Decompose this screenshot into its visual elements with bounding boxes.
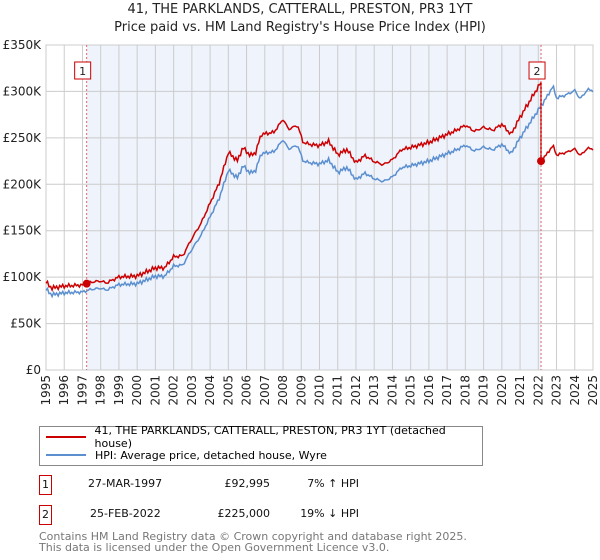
x-tick-label: 2021 — [513, 375, 527, 406]
footer-copyright: Contains HM Land Registry data © Crown c… — [39, 530, 467, 543]
y-tick-label: £250K — [3, 131, 43, 145]
x-tick-label: 2009 — [294, 375, 308, 406]
footer: Contains HM Land Registry data © Crown c… — [39, 531, 467, 553]
x-tick-label: 1996 — [57, 375, 71, 406]
y-tick-label: £300K — [3, 84, 43, 98]
sale-row-1: 1 27-MAR-1997 £92,995 7% ↑ HPI — [39, 475, 419, 495]
x-tick-label: 2008 — [276, 375, 290, 406]
legend-item-property: 41, THE PARKLANDS, CATTERALL, PRESTON, P… — [40, 424, 482, 450]
property-line — [45, 81, 594, 293]
sale-date: 27-MAR-1997 — [88, 477, 163, 490]
sale-badge-1: 1 — [39, 475, 52, 495]
x-tick-label: 2011 — [331, 375, 345, 406]
x-tick-label: 2003 — [185, 375, 199, 406]
x-tick-label: 1997 — [75, 375, 89, 406]
sale-hpi-diff: 7% ↑ HPI — [307, 477, 359, 490]
x-tick-label: 2019 — [477, 375, 491, 406]
x-tick-label: 2018 — [458, 375, 472, 406]
x-tick-label: 2007 — [258, 375, 272, 406]
legend: 41, THE PARKLANDS, CATTERALL, PRESTON, P… — [39, 424, 483, 466]
x-tick-label: 2012 — [349, 375, 363, 406]
sale-price: £225,000 — [217, 507, 271, 520]
sale-label-box — [528, 61, 546, 80]
x-tick-label: 2017 — [440, 375, 454, 406]
x-tick-label: 2016 — [422, 375, 436, 406]
x-tick-label: 1995 — [39, 375, 53, 406]
chart-subtitle: Price paid vs. HM Land Registry's House … — [114, 20, 486, 35]
x-tick-label: 2001 — [148, 375, 162, 406]
legend-label-property: 41, THE PARKLANDS, CATTERALL, PRESTON, P… — [94, 424, 446, 450]
x-tick-label: 2010 — [313, 375, 327, 406]
sale-label: 2 — [534, 65, 541, 78]
sale-row-2: 2 25-FEB-2022 £225,000 19% ↓ HPI — [39, 505, 419, 525]
sale-label-box — [74, 61, 92, 80]
chart-title: 41, THE PARKLANDS, CATTERALL, PRESTON, P… — [127, 2, 473, 17]
x-tick-label: 2004 — [203, 375, 217, 406]
x-tick-label: 2023 — [550, 375, 564, 406]
legend-item-hpi: HPI: Average price, detached house, Wyre — [40, 447, 327, 463]
sale-date: 25-FEB-2022 — [90, 507, 161, 520]
x-tick-label: 2002 — [167, 375, 181, 406]
x-tick-label: 2025 — [586, 375, 600, 406]
sale-label: 1 — [79, 65, 86, 78]
y-tick-label: £0 — [26, 363, 41, 377]
y-tick-label: £50K — [10, 317, 42, 331]
y-tick-label: £100K — [3, 270, 43, 284]
ownership-shade — [86, 45, 542, 370]
x-tick-label: 1998 — [94, 375, 108, 406]
sale-hpi-diff: 19% ↓ HPI — [300, 507, 359, 520]
x-tick-label: 2006 — [240, 375, 254, 406]
legend-swatch-property — [46, 436, 86, 438]
legend-label-hpi: HPI: Average price, detached house, Wyre — [95, 448, 327, 462]
x-tick-label: 2000 — [130, 375, 144, 406]
sale-price: £92,995 — [224, 477, 271, 490]
sale-point — [82, 279, 91, 288]
y-tick-label: £150K — [3, 224, 43, 238]
y-tick-label: £350K — [3, 38, 43, 52]
price-chart: £0 £50K £100K £150K £200K £250K £300K £350K 1995… — [3, 38, 600, 406]
footer-licence: This data is licensed under the Open Gov… — [39, 541, 390, 554]
hpi-line — [45, 84, 594, 299]
y-tick-label: £200K — [3, 177, 43, 191]
x-tick-label: 2014 — [385, 375, 399, 406]
x-tick-label: 2020 — [495, 375, 509, 406]
x-tick-label: 2005 — [221, 375, 235, 406]
x-tick-label: 2013 — [367, 375, 381, 406]
sale-badge-2: 2 — [39, 505, 52, 525]
x-tick-label: 2022 — [531, 375, 545, 406]
x-tick-label: 2024 — [568, 375, 582, 406]
legend-swatch-hpi — [46, 454, 86, 456]
x-tick-label: 2015 — [404, 375, 418, 406]
x-tick-label: 1999 — [112, 375, 126, 406]
sale-point — [537, 157, 546, 166]
